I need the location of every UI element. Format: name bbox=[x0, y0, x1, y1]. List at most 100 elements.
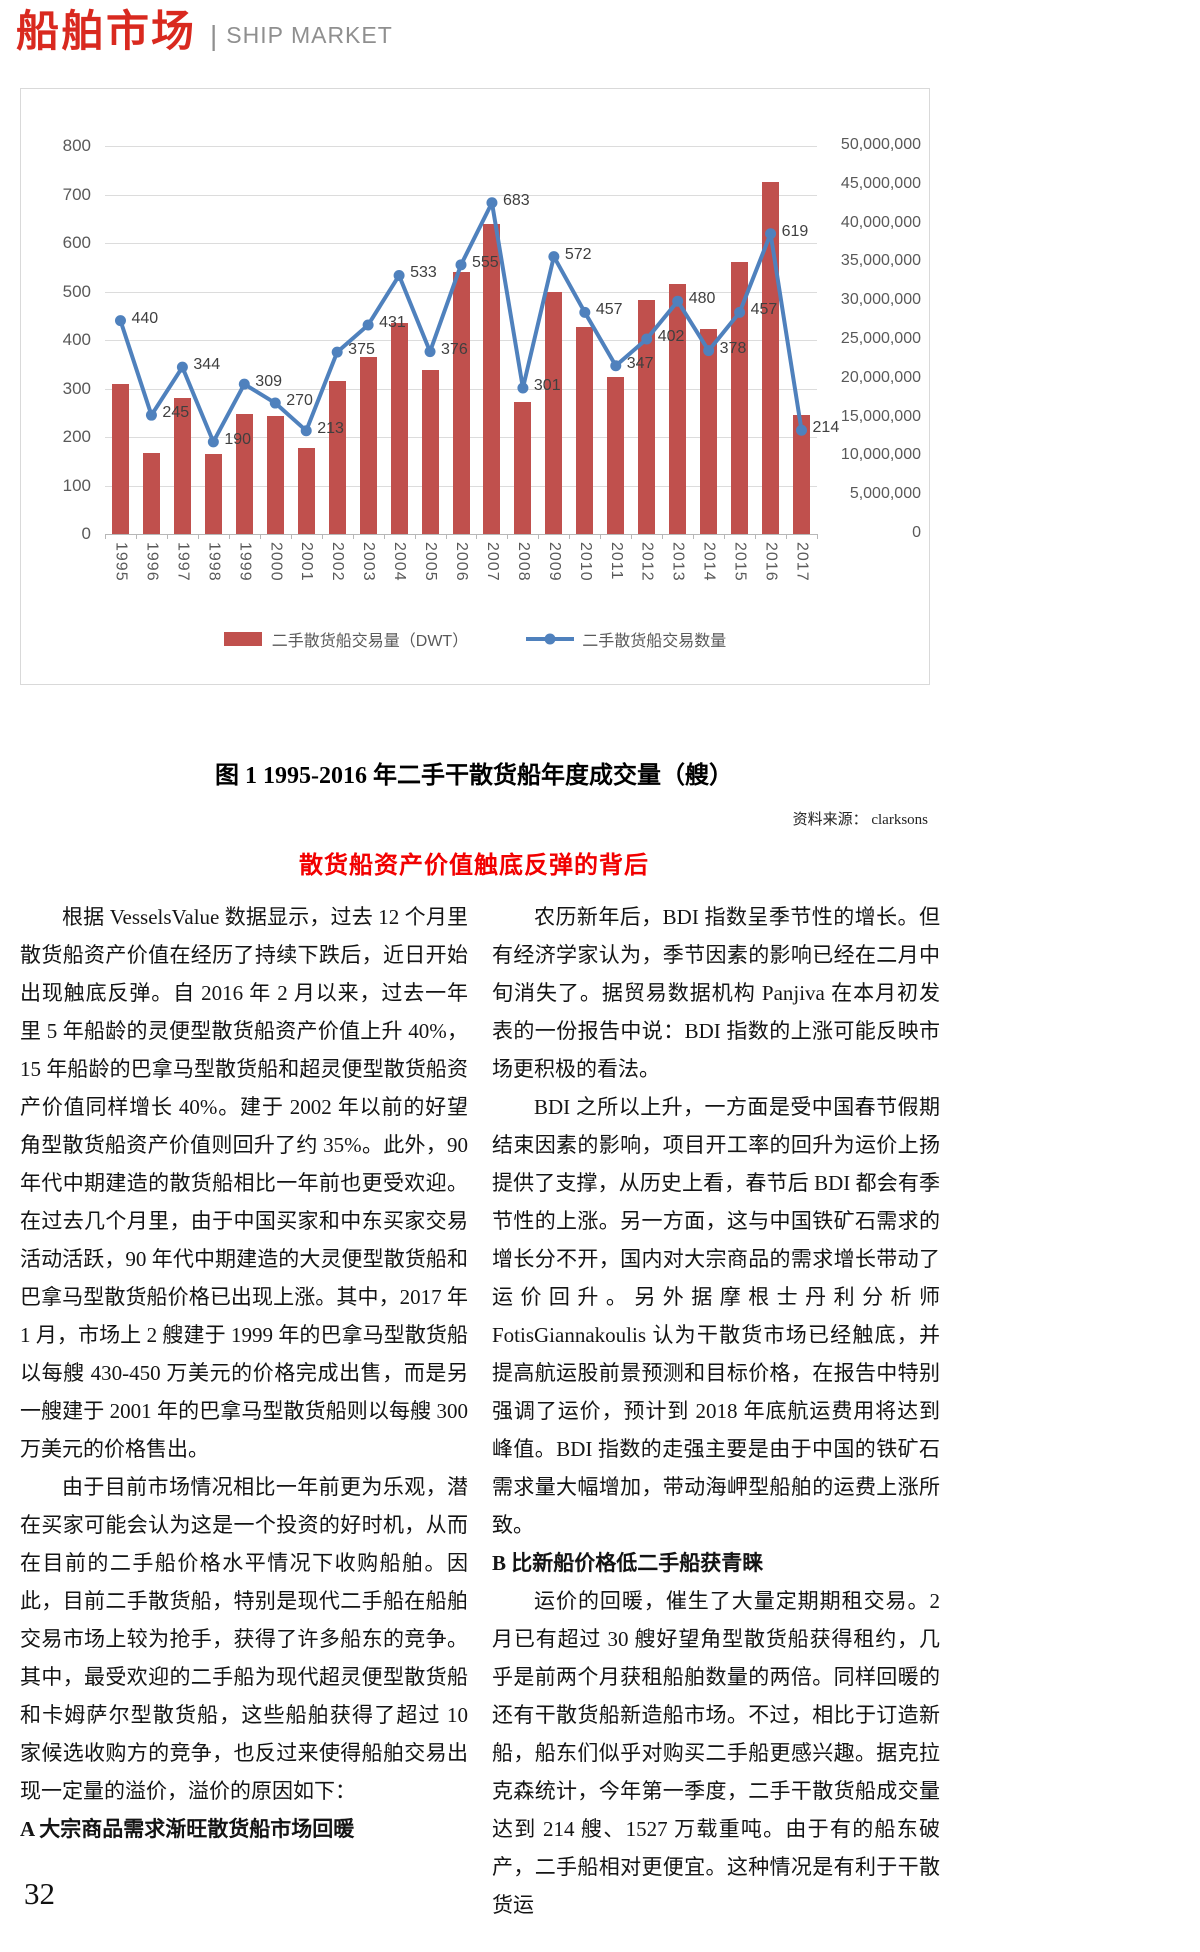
x-axis-tick bbox=[197, 534, 199, 539]
x-axis-tick bbox=[135, 534, 137, 539]
left-axis-tick-label: 400 bbox=[62, 330, 91, 349]
bar-2001 bbox=[297, 447, 315, 534]
right-axis-tick-label: 25,000,000 bbox=[840, 330, 921, 347]
line-marker bbox=[207, 436, 219, 448]
section-title-zh: 船舶市场 bbox=[16, 8, 196, 56]
x-axis-tick bbox=[228, 534, 230, 539]
data-label: 572 bbox=[564, 245, 592, 263]
bar-1999 bbox=[235, 413, 253, 534]
article-subheading: B 比新船价格低二手船获青睐 bbox=[492, 1551, 764, 1575]
bar-2005 bbox=[421, 370, 439, 534]
article-paragraph: 农历新年后，BDI 指数呈季节性的增长。但有经济学家认为，季节因素的影响已经在二… bbox=[492, 905, 940, 1081]
left-axis-tick-label: 600 bbox=[62, 233, 91, 252]
gridline bbox=[105, 194, 817, 196]
line-marker bbox=[548, 251, 560, 263]
left-axis-tick-label: 0 bbox=[81, 524, 91, 543]
line-marker bbox=[238, 378, 250, 390]
left-axis-tick-label: 500 bbox=[62, 281, 91, 301]
bar-2012 bbox=[638, 300, 656, 534]
left-axis-tick-label: 100 bbox=[62, 475, 91, 495]
article-paragraph: 由于目前市场情况相比一年前更为乐观，潜在买家可能会认为这是一个投资的好时机，从而… bbox=[20, 1475, 468, 1803]
data-label: 619 bbox=[781, 222, 809, 240]
left-axis-tick-label: 200 bbox=[62, 427, 91, 446]
x-axis-label: 2015 bbox=[731, 542, 749, 582]
line-marker bbox=[672, 295, 684, 307]
x-axis-tick bbox=[352, 534, 354, 539]
x-axis-line bbox=[105, 534, 817, 535]
x-axis-label: 2016 bbox=[762, 542, 780, 582]
data-label: 213 bbox=[317, 419, 344, 437]
right-axis-tick-label: 20,000,000 bbox=[840, 368, 921, 386]
x-axis-tick bbox=[693, 534, 695, 539]
gridline bbox=[105, 243, 817, 244]
data-label: 190 bbox=[224, 430, 252, 448]
x-axis-tick bbox=[445, 534, 447, 539]
x-axis-tick bbox=[817, 534, 818, 539]
bar-2003 bbox=[359, 357, 377, 534]
x-axis-label: 2007 bbox=[483, 542, 501, 582]
page-header: 船舶市场 | SHIP MARKET bbox=[16, 8, 393, 56]
x-axis-label: 2001 bbox=[298, 542, 316, 582]
data-label: 344 bbox=[193, 356, 221, 374]
line-marker bbox=[269, 397, 281, 409]
x-axis-tick bbox=[321, 534, 323, 539]
page-number: 32 bbox=[24, 1876, 55, 1911]
x-axis-label: 2013 bbox=[669, 542, 687, 582]
x-axis-label: 2006 bbox=[453, 542, 470, 582]
article-subheading: A 大宗商品需求渐旺散货船市场回暖 bbox=[20, 1817, 355, 1841]
x-axis-tick bbox=[631, 534, 633, 539]
line-marker bbox=[486, 197, 498, 209]
bar-2007 bbox=[483, 223, 501, 534]
data-label: 347 bbox=[626, 354, 654, 372]
data-label: 440 bbox=[131, 309, 159, 327]
x-axis-tick bbox=[414, 534, 416, 539]
x-axis-label: 2005 bbox=[422, 542, 440, 582]
line-marker bbox=[734, 306, 746, 318]
legend-line-swatch bbox=[526, 633, 575, 645]
line-marker bbox=[393, 269, 405, 281]
article-paragraph: BDI 之所以上升，一方面是受中国春节假期结束因素的影响，项目开工率的回升为运价… bbox=[492, 1095, 940, 1537]
x-axis-label: 1995 bbox=[112, 542, 130, 582]
article-columns: 根据 VesselsValue 数据显示，过去 12 个月里散货船资产价值在经历… bbox=[20, 898, 940, 1924]
x-axis-tick bbox=[538, 534, 540, 539]
section-title-en: SHIP MARKET bbox=[226, 22, 393, 48]
data-label: 270 bbox=[286, 392, 313, 410]
bar-2009 bbox=[545, 291, 563, 534]
chart-legend: 二手散货船交易量（DWT） 二手散货船交易数量 bbox=[21, 627, 929, 651]
figure-source-label: 资料来源： bbox=[792, 812, 868, 828]
gridline bbox=[105, 146, 817, 147]
x-axis-label: 2004 bbox=[391, 542, 409, 582]
x-axis-tick bbox=[476, 534, 478, 539]
bar-2017 bbox=[793, 415, 811, 534]
bar-1996 bbox=[142, 452, 160, 534]
line-marker bbox=[641, 333, 653, 345]
data-label: 683 bbox=[502, 191, 530, 209]
data-label: 431 bbox=[379, 313, 406, 331]
data-label: 402 bbox=[657, 328, 685, 346]
line-marker bbox=[362, 319, 374, 331]
x-axis-tick bbox=[662, 534, 664, 539]
x-axis-tick bbox=[569, 534, 571, 539]
data-label: 378 bbox=[719, 339, 747, 357]
header-divider: | bbox=[210, 20, 218, 51]
line-marker bbox=[424, 346, 436, 358]
legend-bar-label: 二手散货船交易量（DWT） bbox=[271, 633, 469, 650]
x-axis-label: 2010 bbox=[576, 542, 594, 582]
x-axis-label: 1999 bbox=[236, 542, 254, 582]
x-axis-label: 2003 bbox=[360, 542, 378, 582]
right-axis-tick-label: 0 bbox=[912, 524, 921, 541]
right-axis-tick-label: 15,000,000 bbox=[840, 407, 921, 425]
chart: 二手散货船交易量（DWT） 二手散货船交易数量 0 100 200 300 400 500… bbox=[20, 88, 930, 685]
data-label: 555 bbox=[472, 253, 499, 271]
bar-2015 bbox=[731, 261, 749, 534]
bar-2008 bbox=[514, 402, 532, 534]
x-axis-label: 2012 bbox=[638, 542, 656, 582]
right-axis-tick-label: 50,000,000 bbox=[840, 136, 921, 153]
bar-1995 bbox=[111, 384, 129, 534]
x-axis-label: 2008 bbox=[514, 542, 532, 582]
article-column-left: 根据 VesselsValue 数据显示，过去 12 个月里散货船资产价值在经历… bbox=[20, 898, 468, 1924]
data-label: 457 bbox=[595, 301, 623, 319]
x-axis-tick bbox=[166, 534, 168, 539]
right-axis-tick-label: 5,000,000 bbox=[849, 485, 921, 503]
